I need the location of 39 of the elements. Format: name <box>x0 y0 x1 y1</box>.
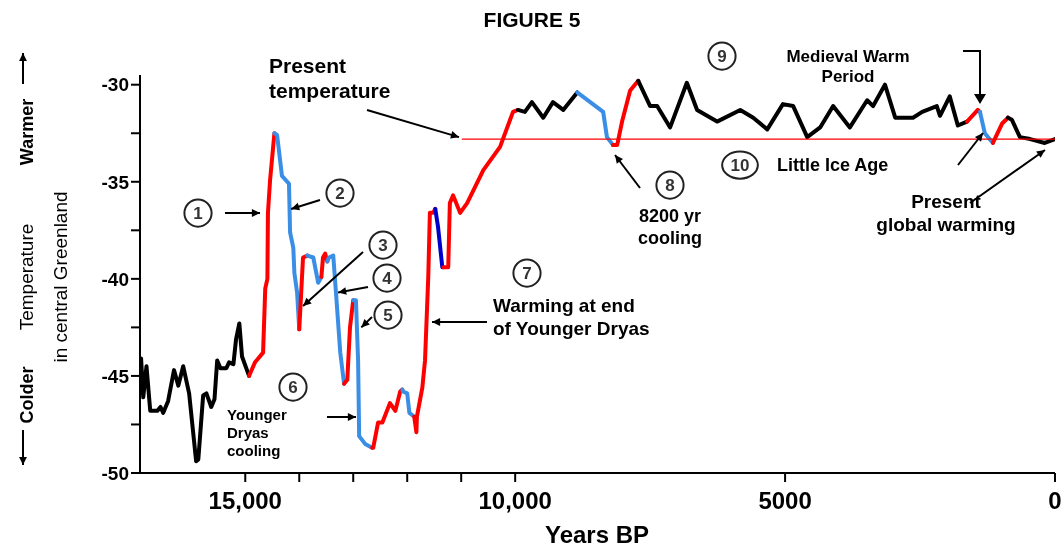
annotation: Younger Dryas cooling <box>227 406 287 459</box>
x-axis-title: Years BP <box>544 521 650 548</box>
line-series <box>575 90 615 147</box>
x-tick-label: 0 <box>1048 487 1062 515</box>
annotation: 4 <box>382 269 393 288</box>
line-series <box>247 131 277 378</box>
x-tick-label: 10,000 <box>478 487 552 515</box>
y-tick-label: -50 <box>101 462 129 484</box>
annotation: Present temperature <box>269 54 391 103</box>
annotation: Little Ice Age <box>777 155 889 175</box>
line-series <box>400 387 417 419</box>
annotation: 10 <box>730 156 750 175</box>
x-tick-label: 5000 <box>758 487 812 515</box>
text: Colder <box>17 366 37 424</box>
y-tick-label: -45 <box>101 365 130 387</box>
line-series <box>351 298 375 450</box>
text: 9 <box>717 47 727 66</box>
annotation: 3 <box>378 236 388 255</box>
annotation: 6 <box>288 378 298 397</box>
annotation: 5 <box>383 306 393 325</box>
y-tick-label: -40 <box>101 268 129 290</box>
line-series <box>342 298 356 386</box>
annotation: 2 <box>335 184 345 203</box>
annotation: Warming at end of Younger Dryas <box>493 295 650 339</box>
y-tick-label: -35 <box>101 171 130 193</box>
line-series <box>515 90 580 120</box>
annotation: Medieval Warm Period <box>786 47 910 87</box>
line-series <box>305 253 324 285</box>
annotation: 8 <box>665 176 675 195</box>
annotation: 7 <box>522 264 532 283</box>
annotation: 1 <box>193 204 203 223</box>
annotation: Present global warming <box>876 191 1016 235</box>
line-series <box>370 387 405 450</box>
chart-title: FIGURE 5 <box>483 8 581 31</box>
text: Warmer <box>17 98 37 166</box>
x-tick-label: 15,000 <box>208 487 282 515</box>
y-tick-label: -30 <box>101 74 129 96</box>
y-axis-title: Temperature in central Greenland <box>16 191 71 363</box>
annotation: 8200 yr cooling <box>638 206 702 248</box>
